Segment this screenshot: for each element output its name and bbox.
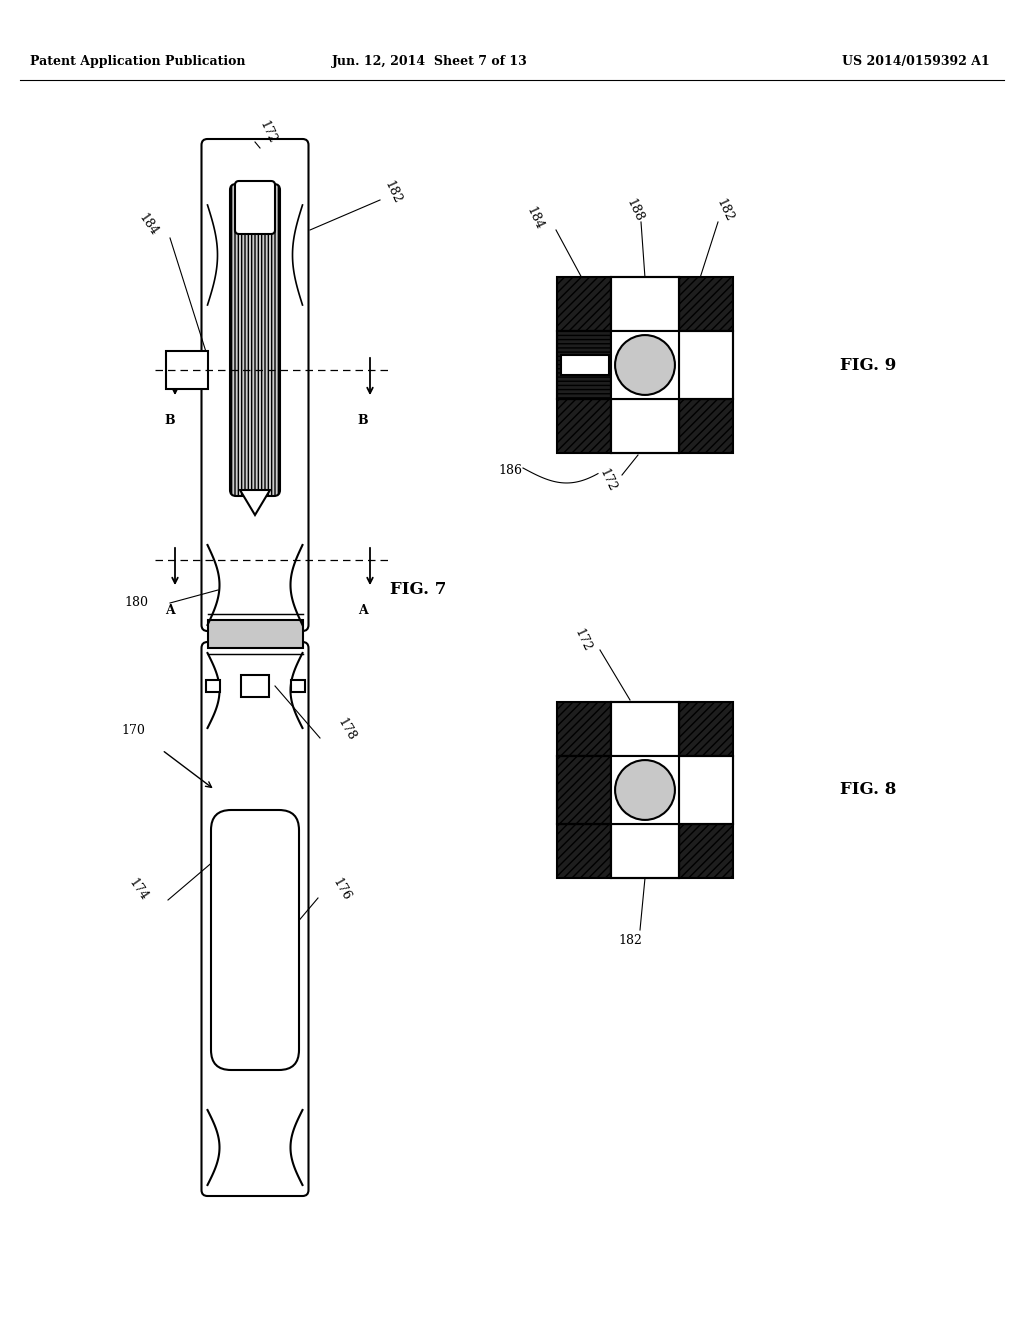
Text: A: A bbox=[358, 605, 368, 616]
Text: 182: 182 bbox=[618, 933, 642, 946]
Text: Jun. 12, 2014  Sheet 7 of 13: Jun. 12, 2014 Sheet 7 of 13 bbox=[332, 55, 528, 69]
Polygon shape bbox=[240, 490, 270, 515]
Bar bbox=[557, 756, 611, 824]
Bar bbox=[611, 331, 679, 399]
Text: US 2014/0159392 A1: US 2014/0159392 A1 bbox=[843, 55, 990, 69]
Text: 180: 180 bbox=[124, 597, 148, 610]
Text: 170: 170 bbox=[121, 723, 145, 737]
FancyBboxPatch shape bbox=[202, 139, 308, 631]
Text: 176: 176 bbox=[330, 876, 353, 904]
Bar bbox=[679, 331, 733, 399]
Text: FIG. 8: FIG. 8 bbox=[840, 781, 896, 799]
Text: 172: 172 bbox=[572, 627, 594, 653]
Text: B: B bbox=[357, 414, 369, 426]
Text: 188: 188 bbox=[624, 197, 646, 223]
Text: 184: 184 bbox=[524, 205, 546, 231]
Text: 186: 186 bbox=[498, 463, 522, 477]
Bar bbox=[557, 277, 611, 331]
Bar bbox=[208, 620, 302, 648]
Bar bbox=[611, 824, 679, 878]
Bar bbox=[557, 331, 611, 399]
Bar bbox=[611, 277, 679, 331]
Bar bbox=[557, 702, 611, 756]
Circle shape bbox=[615, 335, 675, 395]
Text: 184: 184 bbox=[136, 211, 160, 239]
Text: 182: 182 bbox=[714, 197, 736, 223]
Text: 174: 174 bbox=[126, 876, 150, 903]
FancyBboxPatch shape bbox=[234, 181, 275, 234]
Bar bbox=[291, 680, 304, 692]
Bar bbox=[679, 277, 733, 331]
Bar bbox=[561, 355, 609, 375]
FancyBboxPatch shape bbox=[202, 642, 308, 1196]
Bar bbox=[679, 756, 733, 824]
Text: 182: 182 bbox=[382, 178, 403, 206]
Bar bbox=[611, 756, 679, 824]
Text: FIG. 9: FIG. 9 bbox=[840, 356, 896, 374]
Bar bbox=[557, 824, 611, 878]
Bar bbox=[679, 702, 733, 756]
Bar bbox=[206, 680, 219, 692]
FancyBboxPatch shape bbox=[211, 810, 299, 1071]
Bar bbox=[557, 399, 611, 453]
Text: 172: 172 bbox=[257, 119, 279, 145]
Bar bbox=[679, 824, 733, 878]
Text: 172: 172 bbox=[597, 466, 618, 494]
Text: B: B bbox=[165, 414, 175, 426]
Text: 178: 178 bbox=[335, 717, 358, 743]
Text: A: A bbox=[165, 605, 175, 616]
Circle shape bbox=[615, 760, 675, 820]
FancyBboxPatch shape bbox=[230, 183, 280, 496]
Bar bbox=[166, 351, 208, 389]
Text: Patent Application Publication: Patent Application Publication bbox=[30, 55, 246, 69]
Bar bbox=[611, 702, 679, 756]
Bar bbox=[241, 675, 269, 697]
Text: FIG. 7: FIG. 7 bbox=[390, 582, 446, 598]
Bar bbox=[611, 399, 679, 453]
Bar bbox=[679, 399, 733, 453]
